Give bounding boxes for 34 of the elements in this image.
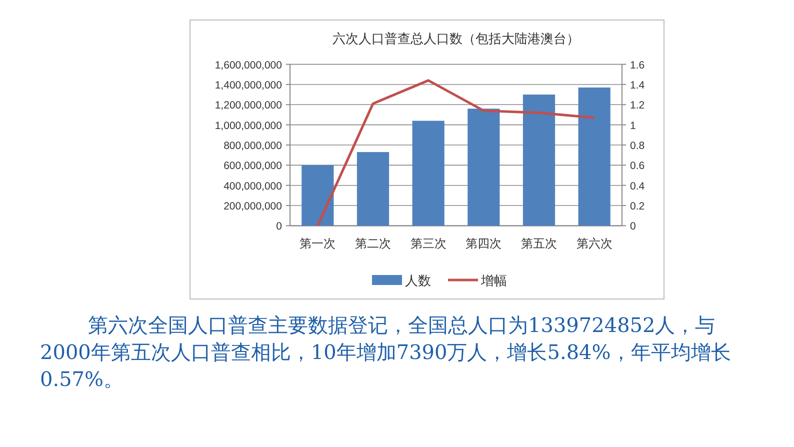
x-tick-label: 第一次 — [300, 236, 336, 251]
y2-tick-label: 0.6 — [630, 160, 645, 172]
y-tick-label: 800,000,000 — [224, 140, 282, 152]
y2-tick-label: 0.8 — [630, 140, 645, 152]
x-tick-label: 第二次 — [355, 236, 391, 251]
y-tick-label: 1,600,000,000 — [214, 59, 282, 72]
y-tick-label: 1,200,000,000 — [214, 100, 282, 112]
bar — [412, 120, 444, 226]
y2-tick-label: 1.6 — [630, 59, 645, 72]
bar — [468, 108, 500, 226]
y2-tick-label: 1 — [630, 120, 636, 132]
y-tick-label: 1,400,000,000 — [214, 79, 282, 92]
legend-label: 增幅 — [480, 273, 507, 288]
y2-tick-label: 1.4 — [630, 79, 645, 92]
bar — [356, 152, 390, 226]
chart-title: 六次人口普查总人口数（包括大陆港澳台） — [332, 31, 580, 46]
text: 第六次全国人口普查主要数据登记，全国总人口为1339724852人，与2000年第五次人口普查相比，10年增加7390万人，增长5.84%，年平均增长0.57%。 — [40, 312, 732, 393]
y2-tick-label: 0 — [630, 220, 636, 233]
x-tick-label: 第三次 — [410, 236, 446, 251]
y2-tick-label: 1.2 — [630, 100, 645, 112]
y-tick-label: 0 — [276, 220, 282, 233]
y-tick-label: 600,000,000 — [224, 160, 282, 172]
y2-tick-label: 0.2 — [630, 200, 645, 213]
legend-label: 人数 — [405, 273, 431, 288]
bar — [522, 94, 556, 226]
x-tick-label: 第六次 — [576, 236, 612, 251]
x-tick-label: 第四次 — [466, 236, 502, 251]
y2-tick-label: 0.4 — [630, 180, 645, 192]
y-tick-label: 400,000,000 — [224, 180, 282, 192]
bar — [578, 88, 610, 226]
y-tick-label: 200,000,000 — [224, 200, 282, 213]
x-tick-label: 第五次 — [521, 236, 557, 251]
bar — [302, 165, 334, 226]
y-tick-label: 1,000,000,000 — [214, 120, 282, 132]
